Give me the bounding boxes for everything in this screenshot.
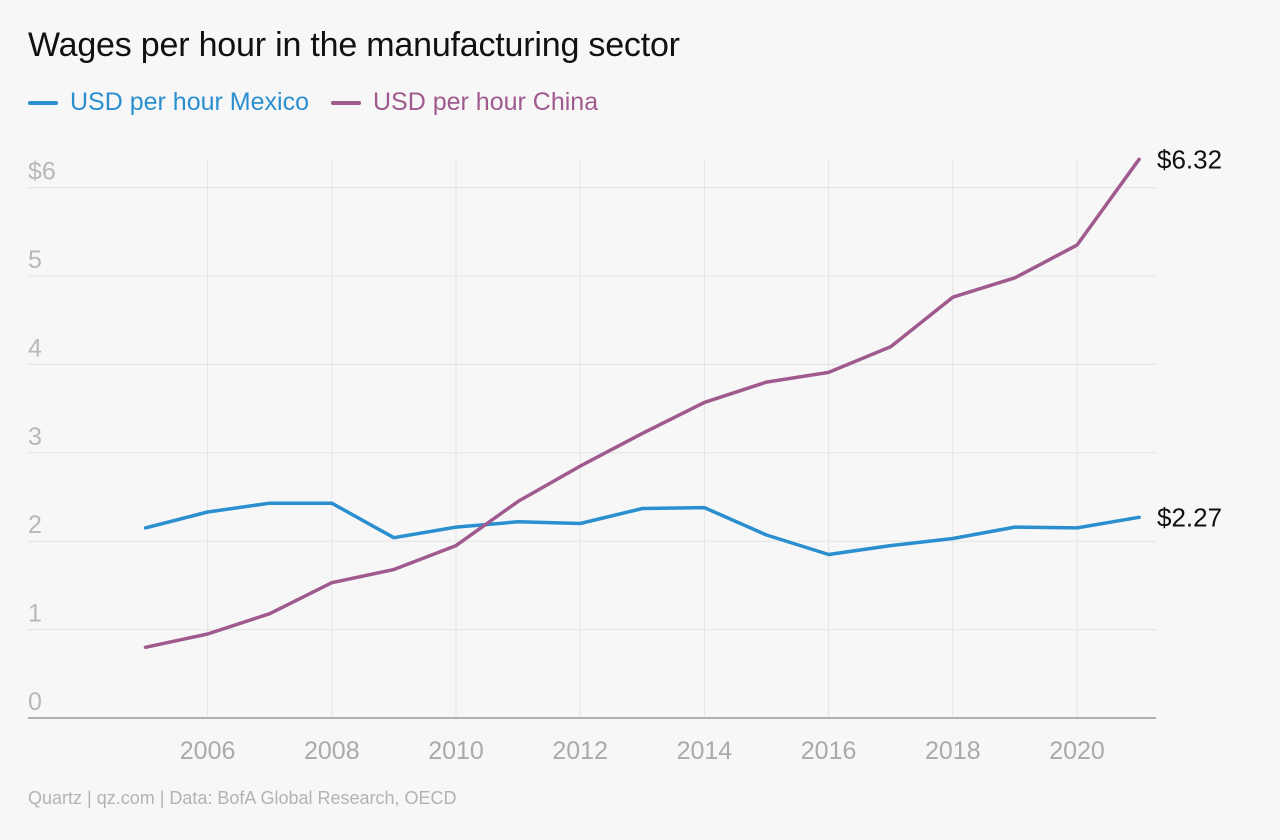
end-label-0: $2.27 bbox=[1157, 502, 1222, 532]
x-tick-label-5: 2016 bbox=[801, 737, 857, 765]
x-tick-label-2: 2010 bbox=[428, 737, 484, 765]
legend: USD per hour Mexico USD per hour China bbox=[28, 88, 598, 117]
series-line-0 bbox=[143, 501, 1141, 557]
y-tick-label-6: $6 bbox=[28, 158, 56, 186]
source-note: Quartz | qz.com | Data: BofA Global Rese… bbox=[28, 788, 457, 808]
x-tick-label-1: 2008 bbox=[304, 737, 360, 765]
y-tick-label-1: 1 bbox=[28, 600, 42, 628]
x-tick-label-4: 2014 bbox=[677, 737, 733, 765]
legend-item-china: USD per hour China bbox=[330, 88, 599, 117]
x-tick-label-6: 2018 bbox=[925, 737, 981, 765]
legend-swatch-mexico bbox=[28, 100, 58, 105]
y-tick-label-0: 0 bbox=[28, 688, 42, 716]
legend-swatch-china bbox=[330, 100, 361, 105]
y-tick-label-5: 5 bbox=[28, 246, 42, 274]
y-tick-label-3: 3 bbox=[28, 423, 42, 451]
legend-label-china: USD per hour China bbox=[372, 88, 599, 116]
series-line-1 bbox=[143, 157, 1141, 650]
y-tick-label-4: 4 bbox=[28, 334, 42, 362]
chart-title: Wages per hour in the manufacturing sect… bbox=[28, 26, 680, 64]
x-tick-label-3: 2012 bbox=[552, 737, 608, 765]
end-label-1: $6.32 bbox=[1157, 144, 1222, 174]
x-tick-label-7: 2020 bbox=[1049, 737, 1105, 765]
x-tick-label-0: 2006 bbox=[180, 737, 236, 765]
legend-label-mexico: USD per hour Mexico bbox=[70, 88, 309, 116]
legend-item-mexico: USD per hour Mexico bbox=[28, 88, 309, 117]
y-tick-label-2: 2 bbox=[28, 511, 42, 539]
